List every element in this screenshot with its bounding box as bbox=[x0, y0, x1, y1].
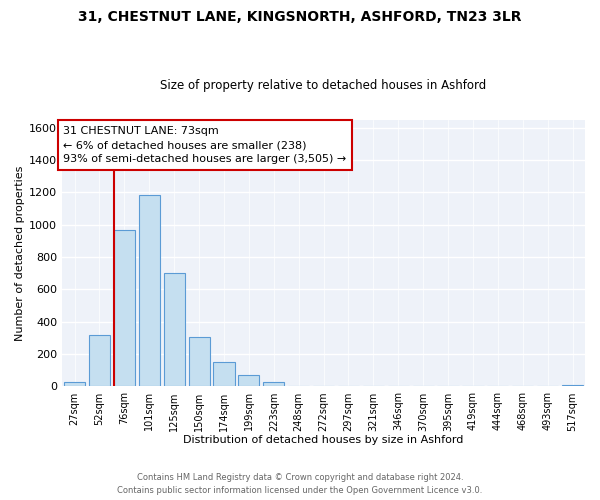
Bar bbox=[214, 362, 235, 386]
Text: 31 CHESTNUT LANE: 73sqm
← 6% of detached houses are smaller (238)
93% of semi-de: 31 CHESTNUT LANE: 73sqm ← 6% of detached… bbox=[64, 126, 347, 164]
Bar bbox=[238, 375, 259, 386]
Text: Contains HM Land Registry data © Crown copyright and database right 2024.
Contai: Contains HM Land Registry data © Crown c… bbox=[118, 474, 482, 495]
Bar bbox=[64, 382, 85, 386]
Bar bbox=[263, 382, 284, 386]
Bar bbox=[139, 195, 160, 386]
X-axis label: Distribution of detached houses by size in Ashford: Distribution of detached houses by size … bbox=[184, 435, 464, 445]
Bar bbox=[188, 337, 209, 386]
Bar bbox=[164, 273, 185, 386]
Text: 31, CHESTNUT LANE, KINGSNORTH, ASHFORD, TN23 3LR: 31, CHESTNUT LANE, KINGSNORTH, ASHFORD, … bbox=[78, 10, 522, 24]
Bar bbox=[114, 230, 135, 386]
Y-axis label: Number of detached properties: Number of detached properties bbox=[15, 166, 25, 340]
Title: Size of property relative to detached houses in Ashford: Size of property relative to detached ho… bbox=[160, 79, 487, 92]
Bar bbox=[562, 385, 583, 386]
Bar bbox=[89, 334, 110, 386]
